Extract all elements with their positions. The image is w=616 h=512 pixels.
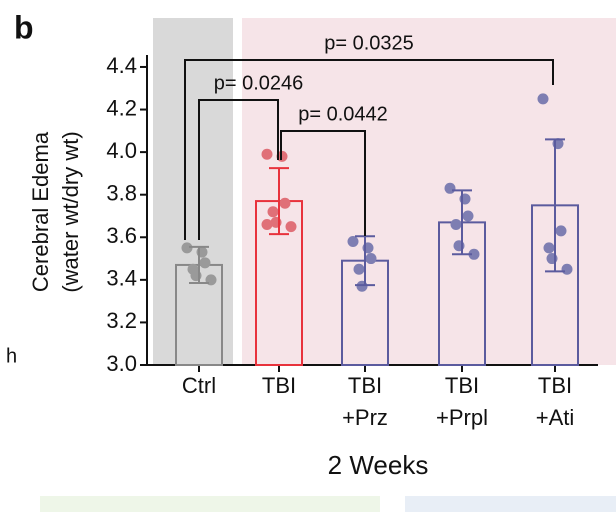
data-point — [450, 218, 462, 230]
data-point — [279, 197, 291, 209]
data-point — [267, 206, 279, 218]
data-point — [365, 253, 377, 265]
y-axis-label: (water wt/dry wt) — [58, 131, 83, 292]
data-point — [537, 93, 549, 105]
significance-bracket — [198, 99, 279, 240]
y-tick-label: 4.2 — [106, 95, 137, 120]
treatment-band — [242, 18, 616, 365]
next-panel — [405, 496, 616, 512]
next-panel — [40, 496, 380, 512]
x-tick-label: +Prpl — [436, 405, 488, 430]
stray-label: h — [6, 345, 17, 367]
significance-bracket — [280, 130, 366, 236]
data-point — [261, 218, 273, 230]
y-tick-label: 3.4 — [106, 266, 137, 291]
x-axis-label: 2 Weeks — [328, 450, 429, 480]
y-tick-label: 3.0 — [106, 351, 137, 376]
data-point — [347, 236, 359, 248]
y-axis-label: Cerebral Edema — [28, 131, 53, 292]
x-tick-label: TBI — [262, 373, 296, 398]
p-value: p= 0.0246 — [214, 72, 304, 94]
x-tick-label: Ctrl — [182, 373, 216, 398]
y-tick-label: 4.4 — [106, 53, 137, 78]
p-value: p= 0.0325 — [324, 32, 414, 54]
data-point — [181, 242, 193, 254]
y-tick-label: 3.8 — [106, 181, 137, 206]
panel-label: b — [14, 9, 34, 45]
data-point — [462, 210, 474, 222]
data-point — [285, 221, 297, 233]
p-value: p= 0.0442 — [298, 103, 388, 125]
x-tick-label: +Ati — [536, 405, 575, 430]
y-tick-label: 3.2 — [106, 308, 137, 333]
control-band — [153, 18, 233, 365]
data-point — [353, 263, 365, 275]
data-point — [444, 182, 456, 194]
x-tick-label: +Prz — [342, 405, 388, 430]
x-tick-label: TBI — [538, 373, 572, 398]
x-tick-label: TBI — [445, 373, 479, 398]
data-point — [199, 257, 211, 269]
data-point — [555, 225, 567, 237]
data-point — [561, 263, 573, 275]
y-tick-label: 3.6 — [106, 223, 137, 248]
data-point — [543, 242, 555, 254]
y-tick-label: 4.0 — [106, 138, 137, 163]
data-point — [261, 148, 273, 160]
data-point — [468, 248, 480, 260]
significance-bracket — [184, 59, 554, 240]
x-tick-label: TBI — [348, 373, 382, 398]
